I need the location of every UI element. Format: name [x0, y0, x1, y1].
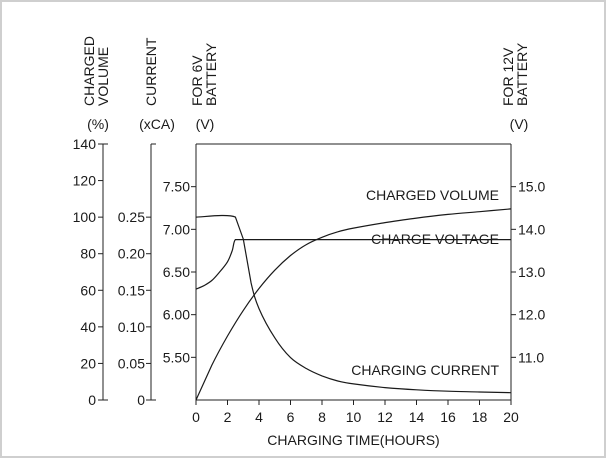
x-tick-label: 0: [192, 409, 200, 425]
series-line-charge-voltage: [195, 238, 511, 290]
y-axis-title-volume: VOLUME: [95, 47, 111, 106]
x-tick-label: 20: [503, 409, 519, 425]
y-tick-label-volume: 20: [80, 355, 96, 371]
y-tick-label-volume: 60: [80, 282, 96, 298]
y-axis-unit-voltage6: (V): [196, 116, 215, 132]
y-axis-unit-volume: (%): [87, 116, 109, 132]
y-tick-label-voltage6: 6.50: [163, 264, 190, 280]
x-axis-label: CHARGING TIME(HOURS): [267, 432, 439, 448]
y-tick-label-voltage12: 15.0: [518, 179, 545, 195]
series-line-charging-current: [195, 214, 512, 394]
y-tick-label-voltage12: 13.0: [518, 264, 545, 280]
x-tick-label: 14: [409, 409, 425, 425]
x-tick-label: 16: [440, 409, 456, 425]
y-tick-label-voltage6: 6.00: [163, 307, 190, 323]
y-axis-unit-voltage12: (V): [510, 116, 529, 132]
y-tick-label-current: 0.10: [118, 319, 145, 335]
y-tick-label-volume: 140: [73, 136, 97, 152]
y-tick-label-volume: 100: [73, 209, 97, 225]
y-tick-label-current: 0.20: [118, 246, 145, 262]
x-tick-label: 6: [287, 409, 295, 425]
y-axis-title-voltage12: BATTERY: [514, 42, 530, 106]
x-tick-label: 8: [318, 409, 326, 425]
y-axis-title-volume: CHARGED: [81, 36, 97, 106]
y-tick-label-voltage12: 11.0: [518, 349, 544, 365]
x-tick-label: 2: [224, 409, 232, 425]
y-tick-label-volume: 0: [88, 392, 96, 408]
series-label-charging-current: CHARGING CURRENT: [351, 362, 499, 378]
x-tick-label: 4: [255, 409, 263, 425]
y-axis-title-voltage6: BATTERY: [203, 42, 219, 106]
y-tick-label-volume: 40: [80, 319, 96, 335]
y-tick-label-voltage12: 14.0: [518, 221, 545, 237]
y-tick-label-current: 0.15: [118, 282, 145, 298]
y-axis-unit-current: (xCA): [139, 116, 175, 132]
series-line-charged-volume: [195, 208, 512, 401]
y-tick-label-current: 0.25: [118, 209, 145, 225]
y-tick-label-voltage12: 12.0: [518, 307, 545, 323]
y-tick-label-current: 0: [137, 392, 145, 408]
y-axis-title-voltage6: FOR 6V: [189, 55, 205, 106]
y-tick-label-voltage6: 7.50: [163, 179, 190, 195]
y-tick-label-current: 0.05: [118, 355, 145, 371]
series-label-charge-voltage: CHARGE VOLTAGE: [371, 231, 499, 247]
y-axis-title-current: CURRENT: [143, 37, 159, 106]
y-axis-title-voltage12: FOR 12V: [500, 47, 516, 106]
charging-chart: 02040608010012014000.050.100.150.200.255…: [73, 36, 546, 448]
y-tick-label-volume: 80: [80, 246, 96, 262]
x-tick-label: 10: [346, 409, 362, 425]
y-tick-label-volume: 120: [73, 173, 97, 189]
y-tick-label-voltage6: 7.00: [163, 221, 190, 237]
x-tick-label: 12: [377, 409, 393, 425]
y-tick-label-voltage6: 5.50: [163, 349, 190, 365]
x-tick-label: 18: [472, 409, 488, 425]
series-label-charged-volume: CHARGED VOLUME: [366, 187, 499, 203]
